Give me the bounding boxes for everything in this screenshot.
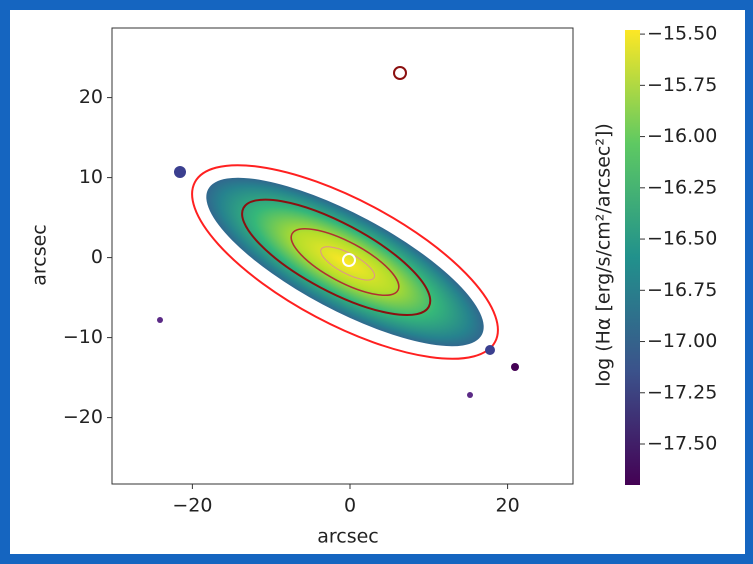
colorbar-tick-label: −16.25	[647, 176, 717, 198]
colorbar-label: log (Hα [erg/s/cm²/arcsec²])	[593, 123, 615, 387]
y-tick-label: −20	[63, 406, 103, 428]
x-tick-label: −20	[172, 495, 212, 517]
colorbar-tick-label: −15.50	[647, 23, 717, 45]
colorbar-tick-label: −17.50	[647, 433, 717, 455]
colorbar-tick-label: −16.00	[647, 125, 717, 147]
y-tick-label: −10	[63, 326, 103, 348]
x-tick-label: 20	[495, 495, 519, 517]
colorbar-tick-label: −17.00	[647, 330, 717, 352]
x-tick-label: 0	[344, 495, 356, 517]
y-tick-label: 0	[91, 246, 103, 268]
y-tick-label: 10	[79, 166, 103, 188]
figure: arcsec arcsec log (Hα [erg/s/cm²/arcsec²…	[0, 0, 753, 564]
colorbar-tick-label: −15.75	[647, 74, 717, 96]
y-axis-label: arcsec	[29, 224, 51, 286]
y-tick-label: 20	[79, 86, 103, 108]
colorbar-tick-label: −17.25	[647, 381, 717, 403]
x-axis-label: arcsec	[317, 526, 379, 548]
colorbar	[625, 30, 640, 485]
colorbar-tick-label: −16.50	[647, 228, 717, 250]
colorbar-tick-label: −16.75	[647, 279, 717, 301]
